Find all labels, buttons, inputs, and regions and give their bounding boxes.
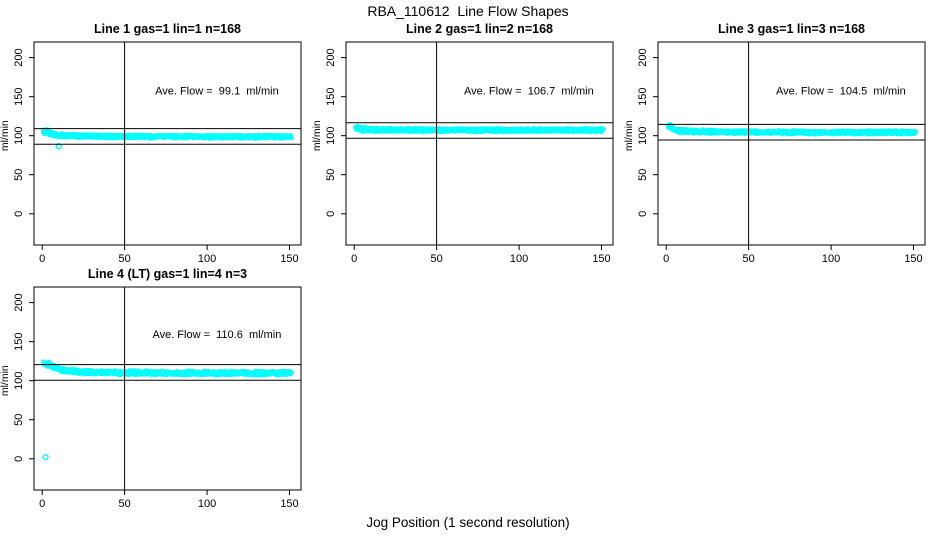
x-tick-label: 100 bbox=[510, 253, 528, 265]
y-tick-label: 200 bbox=[637, 48, 649, 66]
y-tick-label: 150 bbox=[637, 88, 649, 106]
x-tick-label: 50 bbox=[742, 253, 754, 265]
plot-box bbox=[657, 41, 926, 246]
x-tick-label: 150 bbox=[592, 253, 610, 265]
y-tick-label: 0 bbox=[325, 211, 337, 217]
x-tick-label: 100 bbox=[822, 253, 840, 265]
x-tick-label: 50 bbox=[118, 498, 130, 510]
y-tick-label: 100 bbox=[13, 372, 25, 390]
y-tick-label: 200 bbox=[13, 293, 25, 311]
plot-box bbox=[33, 286, 302, 491]
y-tick-label: 50 bbox=[13, 169, 25, 181]
y-tick-label: 50 bbox=[325, 169, 337, 181]
y-tick-label: 0 bbox=[13, 211, 25, 217]
ave-flow-annotation: Ave. Flow = 104.5 ml/min bbox=[776, 85, 906, 97]
y-tick-label: 200 bbox=[325, 48, 337, 66]
y-tick-label: 150 bbox=[13, 333, 25, 351]
plot-box bbox=[345, 41, 614, 246]
ave-flow-annotation: Ave. Flow = 106.7 ml/min bbox=[464, 85, 594, 97]
x-tick-label: 100 bbox=[198, 253, 216, 265]
y-tick-label: 100 bbox=[325, 127, 337, 145]
scatter-points bbox=[40, 127, 294, 150]
y-axis-label: ml/min bbox=[312, 120, 323, 151]
panel-title: Line 3 gas=1 lin=3 n=168 bbox=[718, 22, 865, 36]
y-tick-label: 50 bbox=[13, 414, 25, 426]
x-tick-label: 0 bbox=[39, 253, 45, 265]
x-tick-label: 150 bbox=[280, 498, 298, 510]
panel-title: Line 2 gas=1 lin=2 n=168 bbox=[406, 22, 553, 36]
ave-flow-annotation: Ave. Flow = 110.6 ml/min bbox=[152, 329, 281, 341]
y-axis-label: ml/min bbox=[0, 365, 11, 396]
x-tick-label: 50 bbox=[430, 253, 442, 265]
figure-xlabel: Jog Position (1 second resolution) bbox=[366, 515, 570, 530]
y-tick-label: 150 bbox=[13, 88, 25, 106]
y-tick-label: 200 bbox=[13, 48, 25, 66]
scatter-points bbox=[352, 123, 606, 135]
x-tick-label: 100 bbox=[198, 498, 216, 510]
ave-flow-annotation: Ave. Flow = 99.1 ml/min bbox=[155, 85, 279, 97]
x-tick-label: 150 bbox=[904, 253, 922, 265]
scatter-points bbox=[40, 359, 294, 461]
outlier-point bbox=[42, 454, 49, 461]
y-tick-label: 100 bbox=[637, 127, 649, 145]
figure-title: RBA_110612 Line Flow Shapes bbox=[367, 3, 569, 19]
y-tick-label: 0 bbox=[637, 211, 649, 217]
x-tick-label: 0 bbox=[351, 253, 357, 265]
scatter-points bbox=[666, 121, 918, 137]
y-axis-label: ml/min bbox=[624, 120, 635, 151]
panel-line-1: Line 1 gas=1 lin=1 n=168 0 50 100 150 0 50 100 1… bbox=[0, 22, 302, 265]
y-tick-label: 150 bbox=[325, 88, 337, 106]
plot-box bbox=[33, 41, 302, 246]
x-tick-label: 0 bbox=[663, 253, 669, 265]
panel-line-3: Line 3 gas=1 lin=3 n=168 0 50 100 150 0 50 100 1… bbox=[624, 22, 926, 265]
y-axis-label: ml/min bbox=[0, 120, 11, 151]
x-tick-label: 150 bbox=[280, 253, 298, 265]
panel-title: Line 4 (LT) gas=1 lin=4 n=3 bbox=[88, 267, 247, 281]
x-tick-label: 50 bbox=[118, 253, 130, 265]
y-tick-label: 0 bbox=[13, 456, 25, 462]
y-tick-label: 50 bbox=[637, 169, 649, 181]
y-tick-label: 100 bbox=[13, 127, 25, 145]
panel-line-2: Line 2 gas=1 lin=2 n=168 0 50 100 150 0 50 100 1… bbox=[312, 22, 614, 265]
panel-line-4: Line 4 (LT) gas=1 lin=4 n=3 0 50 100 150 0 50 1… bbox=[0, 267, 302, 510]
panel-title: Line 1 gas=1 lin=1 n=168 bbox=[94, 22, 241, 36]
x-tick-label: 0 bbox=[39, 498, 45, 510]
